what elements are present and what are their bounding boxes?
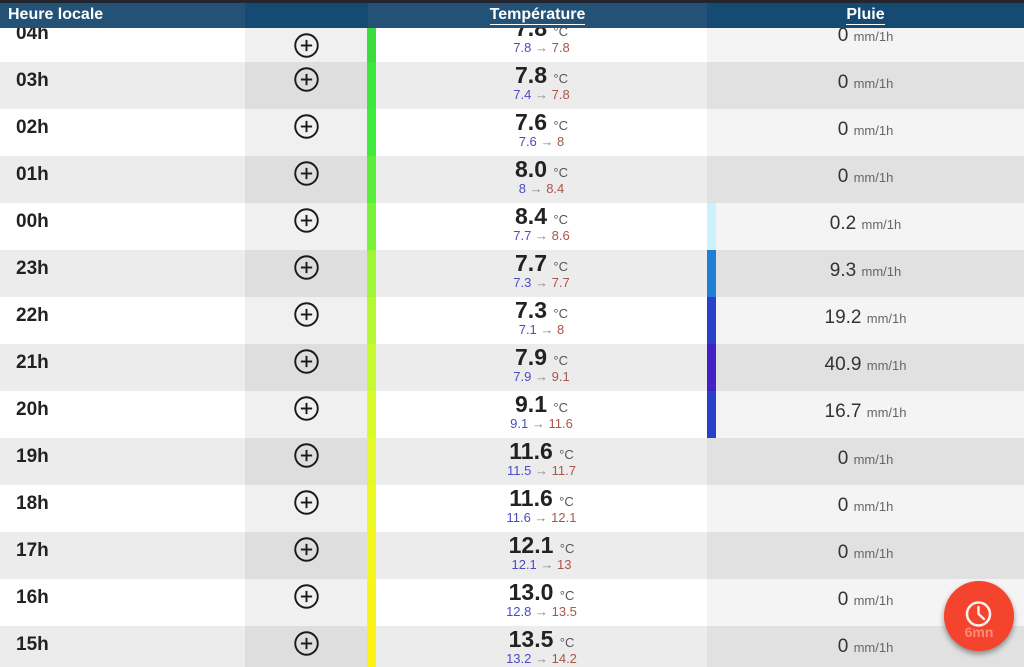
svg-text:6mn: 6mn	[965, 624, 994, 640]
